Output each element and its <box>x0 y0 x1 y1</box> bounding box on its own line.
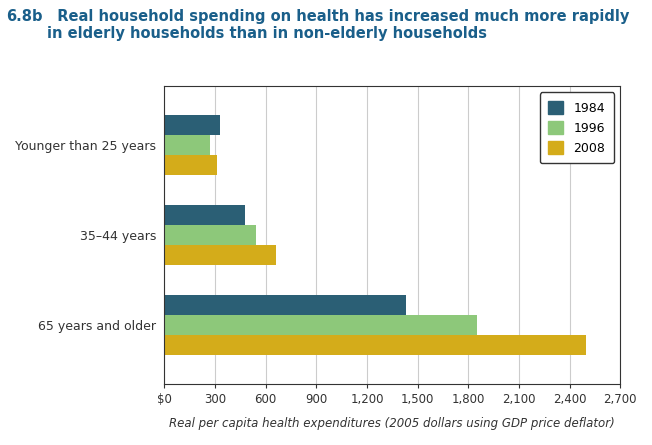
Text: Real household spending on health has increased much more rapidly
in elderly hou: Real household spending on health has in… <box>47 9 629 41</box>
Bar <box>164 205 245 225</box>
Bar <box>164 335 587 355</box>
Bar <box>164 115 220 135</box>
Bar <box>164 295 406 316</box>
X-axis label: Real per capita health expenditures (2005 dollars using GDP price deflator): Real per capita health expenditures (200… <box>170 417 615 430</box>
Bar <box>164 245 276 265</box>
Bar <box>164 316 477 335</box>
Legend: 1984, 1996, 2008: 1984, 1996, 2008 <box>540 93 614 163</box>
Text: 6.8b: 6.8b <box>7 9 43 24</box>
Bar <box>164 225 256 245</box>
Bar <box>164 135 210 155</box>
Bar <box>164 155 216 174</box>
